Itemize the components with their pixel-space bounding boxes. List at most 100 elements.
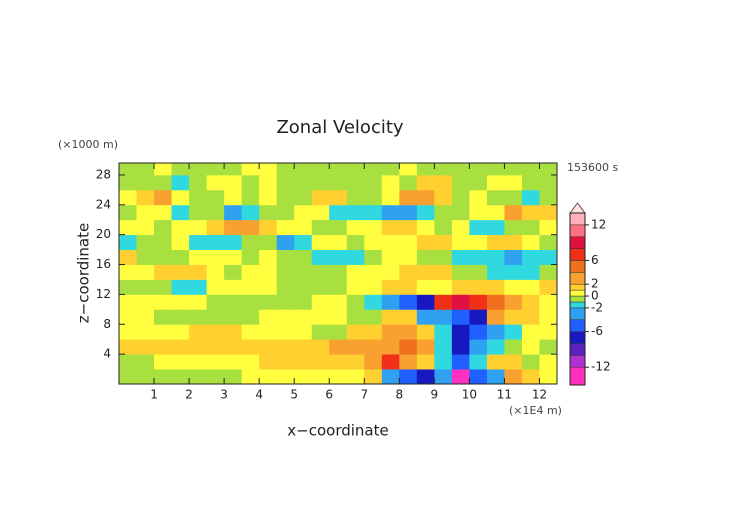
time-label: 153600 s: [567, 161, 618, 174]
field-cell: [259, 189, 278, 206]
field-cell: [434, 309, 453, 325]
field-cell: [451, 189, 470, 206]
colorbar-extension: [569, 202, 586, 214]
field-cell: [364, 204, 383, 221]
field-cell: [521, 339, 540, 355]
field-cell: [469, 174, 488, 191]
field-cell: [469, 324, 488, 340]
colorbar-tick-label: 0: [591, 289, 599, 303]
field-cell: [381, 324, 400, 340]
field-cell: [504, 339, 523, 355]
field-cell: [136, 339, 155, 355]
field-cell: [539, 279, 557, 295]
field-cell: [329, 294, 348, 310]
x-tick-label: 5: [290, 388, 298, 402]
field-cell: [189, 279, 207, 295]
field-cell: [399, 309, 418, 325]
field-cell: [136, 279, 155, 295]
field-cell: [294, 309, 313, 325]
field-cell: [469, 294, 488, 310]
field-cell: [171, 163, 190, 176]
colorbar-swatch: [569, 295, 586, 303]
field-cell: [434, 163, 453, 176]
field-cell: [416, 189, 435, 206]
field-cell: [241, 294, 260, 310]
field-cell: [451, 324, 470, 340]
field-cell: [504, 354, 523, 370]
field-cell: [224, 163, 243, 176]
field-cell: [539, 163, 557, 176]
field-cell: [346, 279, 365, 295]
field-cell: [539, 339, 557, 355]
field-cell: [399, 234, 418, 251]
field-cell: [469, 369, 488, 384]
colorbar-swatch: [569, 212, 586, 226]
field-cell: [224, 249, 243, 265]
field-cell: [294, 219, 313, 236]
field-cell: [504, 294, 523, 310]
field-cell: [224, 219, 243, 236]
field-cell: [259, 264, 278, 280]
field-cell: [416, 339, 435, 355]
field-cell: [259, 234, 278, 251]
field-cell: [276, 294, 295, 310]
field-cell: [119, 249, 137, 265]
field-cell: [241, 369, 260, 384]
field-cell: [539, 204, 557, 221]
field-cell: [276, 354, 295, 370]
field-cell: [486, 354, 505, 370]
field-cell: [434, 339, 453, 355]
field-cell: [486, 219, 505, 236]
field-cell: [154, 309, 172, 325]
field-cell: [189, 339, 207, 355]
field-cell: [399, 369, 418, 384]
field-cell: [119, 324, 137, 340]
field-cell: [469, 309, 488, 325]
field-cell: [504, 234, 523, 251]
field-cell: [329, 174, 348, 191]
field-cell: [364, 339, 383, 355]
field-cell: [259, 309, 278, 325]
field-cell: [451, 219, 470, 236]
field-cell: [416, 264, 435, 280]
field-cell: [539, 354, 557, 370]
field-cell: [224, 264, 243, 280]
field-cell: [189, 294, 207, 310]
field-cell: [119, 174, 137, 191]
field-cell: [399, 174, 418, 191]
field-cell: [346, 324, 365, 340]
field-cell: [416, 234, 435, 251]
field-cell: [311, 234, 330, 251]
field-cell: [381, 234, 400, 251]
field-cell: [364, 264, 383, 280]
field-cell: [259, 354, 278, 370]
field-cell: [539, 264, 557, 280]
field-cell: [189, 163, 207, 176]
field-cell: [486, 264, 505, 280]
field-cell: [451, 294, 470, 310]
field-cell: [521, 369, 540, 384]
field-cell: [241, 339, 260, 355]
field-cell: [416, 354, 435, 370]
field-cell: [276, 249, 295, 265]
field-cell: [154, 264, 172, 280]
field-cell: [119, 163, 137, 176]
field-cell: [294, 339, 313, 355]
field-cell: [206, 309, 225, 325]
field-cell: [189, 249, 207, 265]
field-cell: [504, 369, 523, 384]
field-cell: [136, 369, 155, 384]
field-cell: [276, 339, 295, 355]
field-cell: [189, 219, 207, 236]
field-cell: [189, 204, 207, 221]
field-cell: [154, 163, 172, 176]
field-cell: [329, 264, 348, 280]
field-cell: [364, 279, 383, 295]
field-cell: [276, 219, 295, 236]
field-cell: [171, 279, 190, 295]
contour-field: [119, 163, 557, 384]
field-cell: [241, 189, 260, 206]
field-cell: [206, 249, 225, 265]
field-cell: [206, 163, 225, 176]
field-cell: [381, 294, 400, 310]
